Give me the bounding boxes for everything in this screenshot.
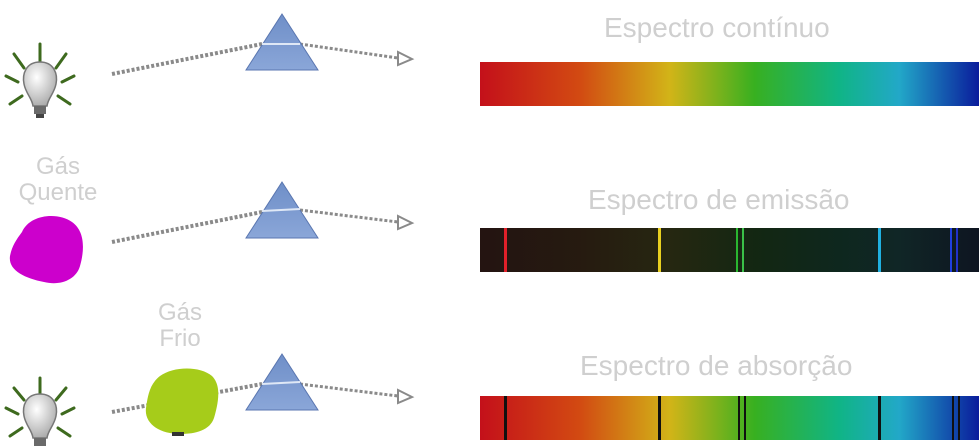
hot-gas-cloud-icon (9, 216, 83, 284)
prism-icon (245, 13, 319, 71)
emission-line-yellow (658, 228, 661, 272)
cold-gas-label: Gás Frio (140, 299, 220, 353)
prism-icon (245, 181, 319, 239)
continuous-spectrum-title: Espectro contínuo (604, 12, 830, 43)
absorption-line (504, 396, 507, 440)
light-bulb-icon (4, 376, 76, 446)
prism-icon (245, 353, 319, 411)
continuous-spectrum-strip (480, 62, 979, 106)
light-beam (111, 208, 415, 244)
emission-line-red (504, 228, 507, 272)
absorption-line (738, 396, 740, 440)
emission-line-cyan (878, 228, 881, 272)
hot-gas-label: Gás Quente (8, 153, 108, 207)
absorption-line (958, 396, 960, 440)
absorption-spectrum-title: Espectro de absorção (580, 350, 853, 381)
absorption-line (952, 396, 954, 440)
absorption-line (878, 396, 881, 440)
hot-gas-label-line1: Gás (35, 153, 80, 180)
emission-line-blue (950, 228, 952, 272)
light-bulb-icon (4, 42, 76, 118)
absorption-spectrum-strip (480, 396, 979, 440)
emission-line-green (742, 228, 744, 272)
absorption-line (744, 396, 746, 440)
absorption-line (658, 396, 661, 440)
cold-gas-label-line1: Gás (157, 299, 202, 326)
emission-spectrum-title: Espectro de emissão (588, 184, 850, 215)
emission-line-blue (956, 228, 958, 272)
emission-spectrum-strip (480, 228, 979, 272)
emission-line-green (736, 228, 738, 272)
cold-gas-label-line2: Frio (159, 325, 201, 353)
light-beam (111, 42, 415, 76)
cold-gas-cloud-icon (145, 368, 219, 436)
hot-gas-label-line2: Quente (18, 179, 98, 207)
